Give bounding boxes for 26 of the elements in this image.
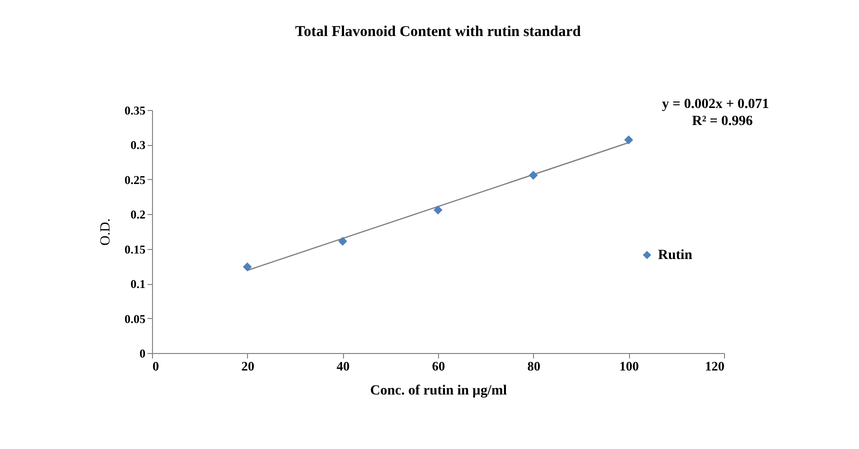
x-tick-label: 60 (432, 358, 445, 374)
x-tick-label: 80 (527, 358, 540, 374)
x-tick-label: 0 (152, 358, 159, 374)
legend-label: Rutin (658, 248, 692, 263)
point (338, 236, 348, 246)
y-axis-title: O.D. (98, 218, 114, 246)
annotation: R² = 0.996 (692, 114, 753, 129)
point (528, 170, 538, 180)
point (624, 135, 634, 144)
y-tick-label: 0.2 (130, 208, 146, 222)
x-axis-title: Conc. of rutin in µg/ml (370, 384, 508, 398)
point (242, 262, 252, 272)
x-tick-label: 40 (336, 358, 350, 374)
y-tick-label: 0.1 (130, 277, 146, 292)
chart-title: Total Flavonoid Content with rutin standard (295, 24, 582, 40)
y-tick-label: 0.25 (124, 172, 146, 187)
y-tick-label: 0.05 (124, 312, 146, 326)
point (434, 206, 442, 214)
y-tick-label: 0.35 (124, 104, 146, 118)
x-tick-label: 120 (705, 358, 724, 374)
y-tick-label: 0 (140, 346, 146, 360)
x-tick-label: 20 (241, 358, 254, 374)
y-tick-label: 0.15 (124, 242, 146, 256)
x-tick-label: 100 (619, 358, 639, 374)
annotation: y = 0.002x + 0.071 (662, 97, 769, 112)
y-tick-label: 0.3 (130, 138, 146, 152)
